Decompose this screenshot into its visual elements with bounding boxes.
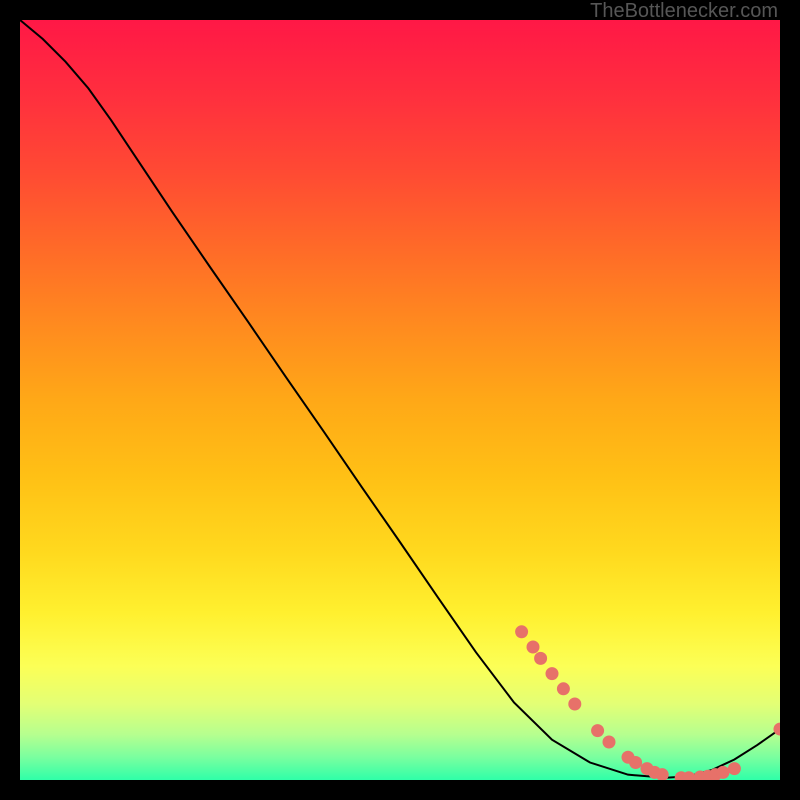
chart-marker [568, 698, 581, 711]
chart-marker [728, 762, 741, 775]
chart-marker [527, 641, 540, 654]
chart-marker [603, 736, 616, 749]
chart-marker [717, 766, 730, 779]
chart-background [20, 20, 780, 780]
chart-marker [546, 667, 559, 680]
chart-root: TheBottlenecker.com [0, 0, 800, 800]
chart-area [20, 20, 780, 780]
chart-marker [629, 756, 642, 769]
chart-svg [20, 20, 780, 780]
chart-marker [534, 652, 547, 665]
chart-marker [515, 625, 528, 638]
watermark-label: TheBottlenecker.com [590, 0, 778, 23]
chart-marker [591, 724, 604, 737]
chart-marker [557, 682, 570, 695]
